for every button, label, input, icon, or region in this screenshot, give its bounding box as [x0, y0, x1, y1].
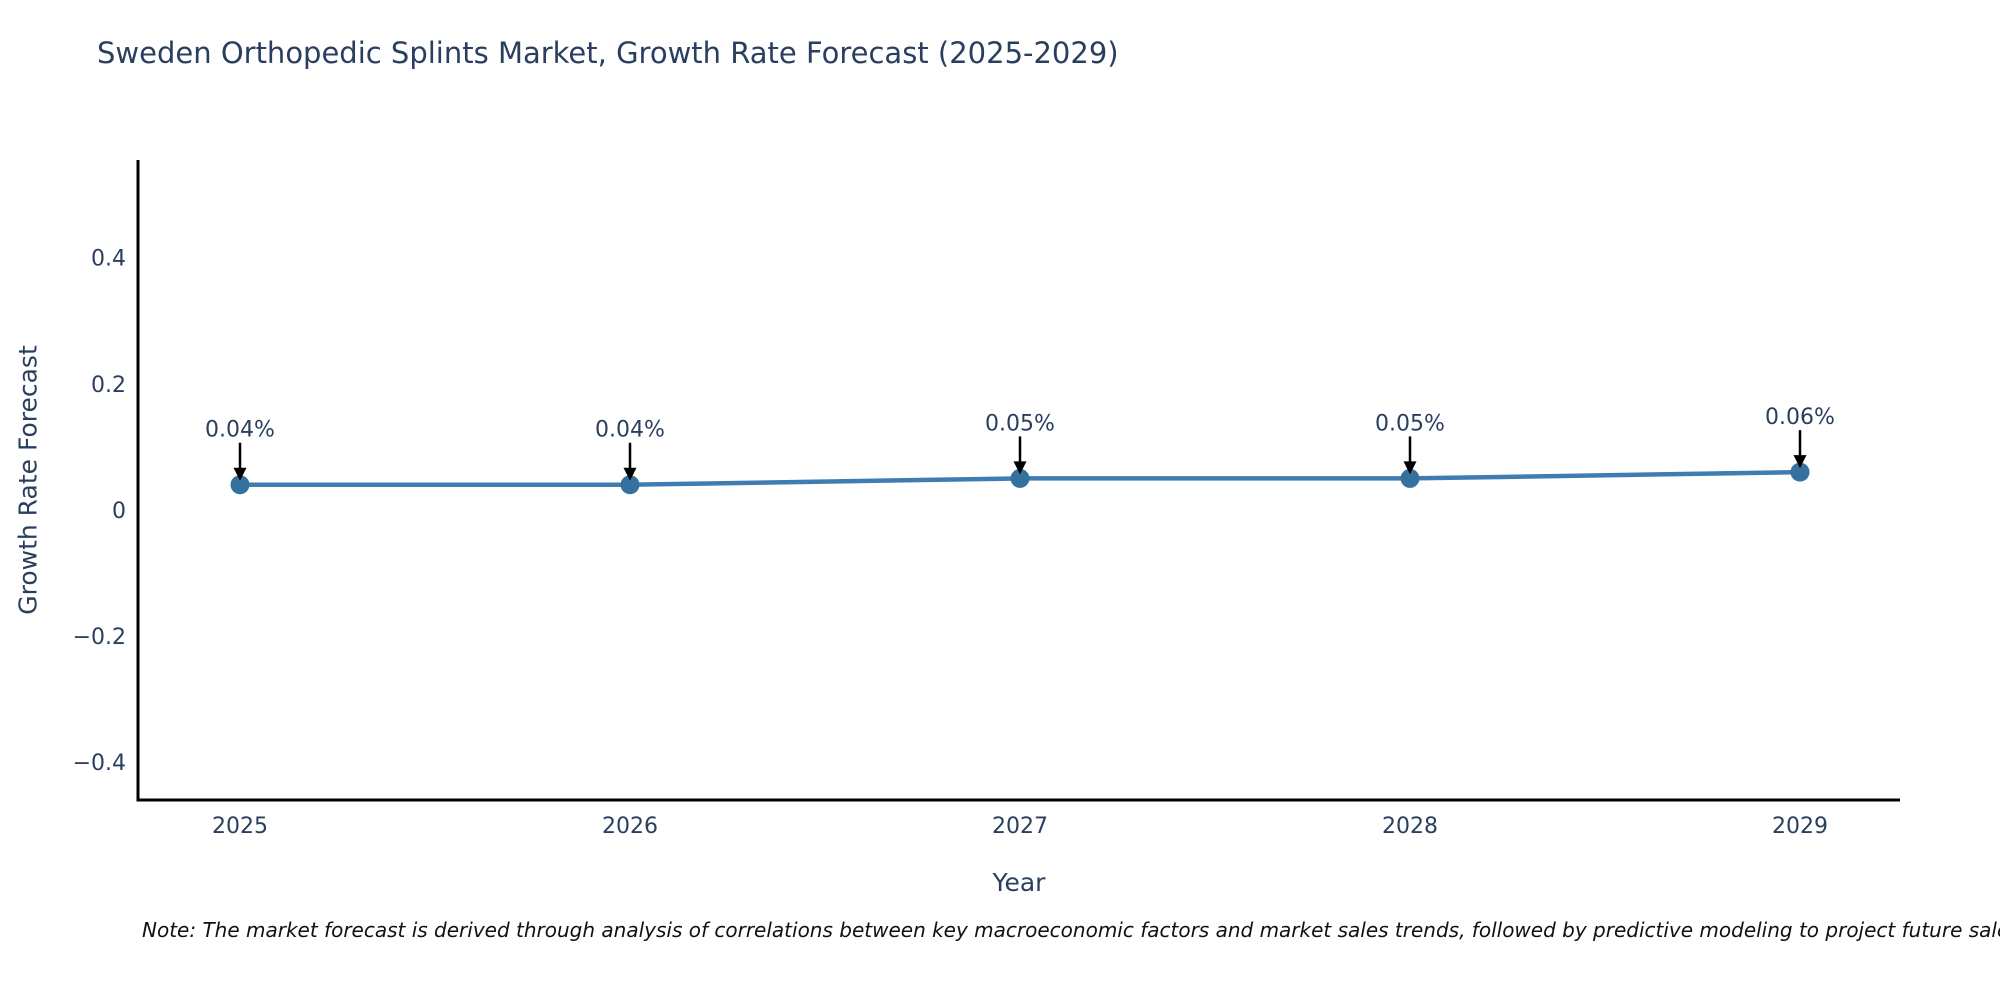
data-point-marker[interactable] — [1400, 468, 1420, 488]
annotation-arrowhead — [1013, 461, 1027, 475]
y-tick-label: −0.2 — [73, 625, 126, 650]
x-tick-label: 2029 — [1772, 814, 1828, 839]
annotation-arrowhead — [623, 467, 637, 481]
x-tick-label: 2025 — [212, 814, 268, 839]
data-point-marker[interactable] — [1010, 468, 1030, 488]
data-point-marker[interactable] — [1790, 462, 1810, 482]
annotation-arrowhead — [1793, 455, 1807, 469]
data-point-label: 0.05% — [1375, 411, 1445, 436]
x-tick-label: 2026 — [602, 814, 658, 839]
x-axis-title: Year — [992, 868, 1046, 897]
data-point-marker[interactable] — [230, 475, 250, 495]
x-tick-label: 2028 — [1382, 814, 1438, 839]
x-tick-label: 2027 — [992, 814, 1048, 839]
data-point-marker[interactable] — [620, 475, 640, 495]
data-point-label: 0.05% — [985, 411, 1055, 436]
annotation-arrowhead — [233, 467, 247, 481]
annotation-arrowhead — [1403, 461, 1417, 475]
data-point-label: 0.06% — [1765, 405, 1835, 430]
data-point-label: 0.04% — [595, 418, 665, 443]
y-tick-label: 0 — [112, 499, 126, 524]
footnote: Note: The market forecast is derived thr… — [142, 918, 2000, 942]
y-tick-label: 0.4 — [91, 247, 126, 272]
y-tick-label: −0.4 — [73, 751, 126, 776]
chart-title: Sweden Orthopedic Splints Market, Growth… — [97, 36, 1119, 70]
y-tick-label: 0.2 — [91, 373, 126, 398]
data-point-label: 0.04% — [205, 418, 275, 443]
